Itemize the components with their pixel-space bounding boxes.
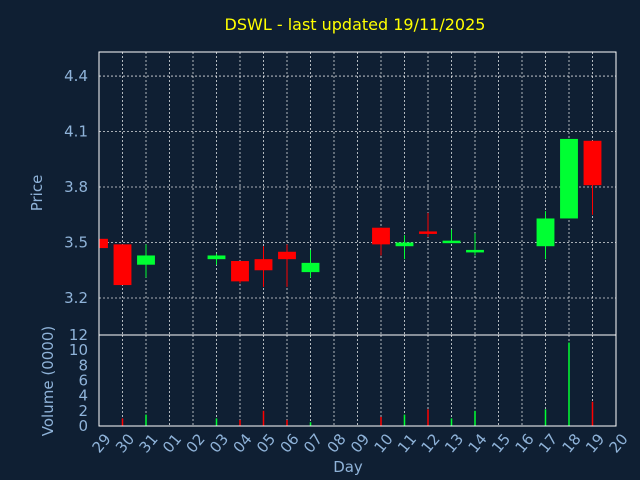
- candle-body: [442, 240, 461, 244]
- volume-bar: [309, 422, 312, 426]
- candle-body: [536, 218, 555, 247]
- x-tick-label: 10: [371, 430, 397, 456]
- candle-body: [466, 249, 484, 253]
- candle-body: [395, 242, 414, 247]
- volume-tick-label: 2: [78, 402, 88, 420]
- volume-bar: [286, 419, 288, 426]
- volume-bar: [239, 419, 241, 426]
- volume-bar: [474, 410, 476, 426]
- candle-body: [231, 261, 249, 282]
- price-tick-label: 3.5: [64, 234, 88, 252]
- x-tick-label: 14: [465, 430, 491, 456]
- volume-bar: [427, 409, 429, 426]
- volume-bar: [215, 418, 218, 426]
- x-tick-label: 31: [136, 430, 162, 456]
- candle-body: [372, 227, 390, 245]
- candle-body: [419, 231, 437, 234]
- volume-tick-label: 12: [69, 326, 88, 344]
- x-tick-label: 16: [512, 430, 538, 456]
- x-tick-label: 17: [535, 430, 561, 456]
- x-tick-label: 03: [206, 430, 232, 456]
- x-tick-label: 11: [394, 430, 420, 456]
- x-tick-label: 02: [183, 430, 209, 456]
- x-tick-label: 06: [277, 430, 303, 456]
- candle-body: [254, 259, 273, 271]
- price-tick-label: 4.1: [64, 123, 88, 141]
- x-tick-label: 12: [418, 430, 444, 456]
- x-tick-label: 18: [559, 430, 585, 456]
- price-tick-label: 3.8: [64, 178, 88, 196]
- candle-body: [301, 262, 320, 273]
- chart-title: DSWL - last updated 19/11/2025: [225, 15, 486, 34]
- candle-body: [137, 255, 155, 265]
- price-axis-title: Price: [28, 175, 46, 212]
- x-tick-label: 01: [159, 430, 185, 456]
- volume-tick-label: 4: [78, 387, 88, 405]
- x-tick-label: 07: [300, 430, 326, 456]
- volume-axis-title: Volume (0000): [39, 326, 57, 436]
- x-tick-label: 04: [230, 430, 256, 456]
- volume-bar: [544, 409, 547, 426]
- x-tick-label: 08: [324, 430, 350, 456]
- volume-bar: [145, 414, 147, 426]
- volume-layer: [121, 342, 594, 426]
- x-tick-label: 09: [347, 430, 373, 456]
- candle-body: [207, 255, 226, 260]
- volume-panel-frame: [98, 334, 617, 427]
- candle-body: [583, 140, 602, 186]
- candle-layer: [98, 138, 602, 287]
- volume-tick-label: 0: [78, 417, 88, 435]
- volume-bar: [262, 410, 265, 426]
- x-tick-label: 15: [488, 430, 514, 456]
- price-tick-label: 3.2: [64, 289, 88, 307]
- volume-bar: [380, 416, 382, 426]
- x-axis-title: Day: [333, 458, 363, 476]
- volume-tick-label: 10: [69, 341, 88, 359]
- volume-bar: [121, 418, 124, 426]
- price-tick-label: 4.4: [64, 67, 88, 85]
- volume-bar: [568, 342, 570, 426]
- x-tick-label: 13: [441, 430, 467, 456]
- x-tick-label: 19: [582, 430, 608, 456]
- x-tick-label: 05: [253, 430, 279, 456]
- x-tick-label: 29: [89, 430, 115, 456]
- volume-tick-label: 8: [78, 356, 88, 374]
- volume-bar: [403, 414, 406, 426]
- candle-body: [113, 244, 132, 286]
- x-tick-label: 20: [606, 430, 632, 456]
- candle-body: [278, 251, 296, 260]
- x-tick-label: 30: [112, 430, 138, 456]
- volume-tick-label: 6: [78, 372, 88, 390]
- volume-bar: [591, 401, 594, 426]
- candle-body: [99, 238, 108, 249]
- candle-body: [560, 138, 578, 219]
- volume-bar: [450, 418, 453, 426]
